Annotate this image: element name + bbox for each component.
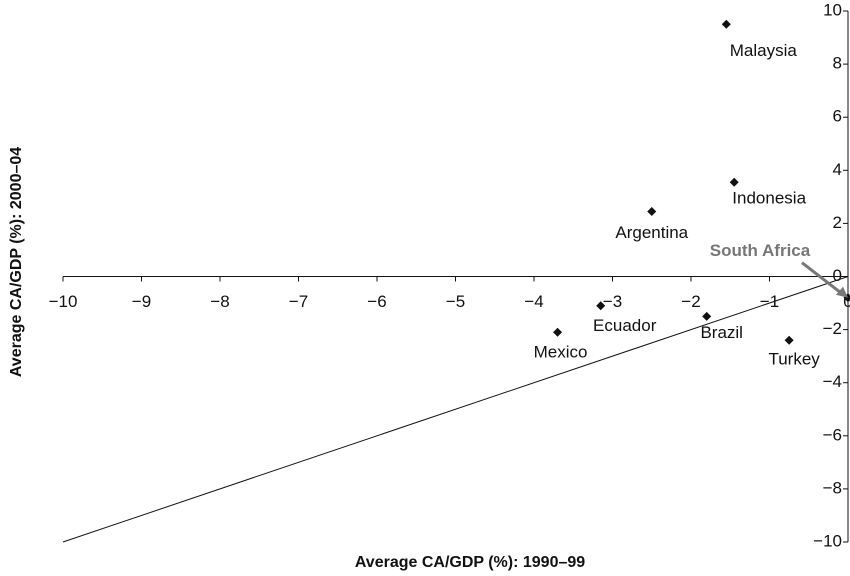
y-tick-label: 4 — [833, 160, 842, 179]
y-tick-label: −8 — [823, 478, 842, 497]
point — [729, 177, 739, 187]
point-label: Ecuador — [593, 316, 657, 335]
point — [553, 327, 563, 337]
point — [702, 311, 712, 321]
point — [596, 301, 606, 311]
x-tick-label: −3 — [603, 292, 622, 311]
y-axis-title: Average CA/GDP (%): 2000–04 — [8, 147, 25, 377]
y-tick-label: −4 — [823, 372, 842, 391]
point-label: Argentina — [615, 223, 688, 242]
y-tick-label: 0 — [833, 266, 842, 285]
point — [647, 206, 657, 216]
point — [784, 335, 794, 345]
y-tick-label: 6 — [833, 107, 842, 126]
x-tick-label: 0 — [843, 292, 850, 311]
arrow — [801, 261, 843, 295]
y-tick-label: 2 — [833, 213, 842, 232]
x-tick-label: −7 — [289, 292, 308, 311]
arrow-head — [836, 286, 848, 298]
y-tick-label: 10 — [823, 0, 842, 19]
point-label: Indonesia — [732, 189, 806, 208]
reference-line — [62, 276, 849, 543]
x-tick-label: −10 — [49, 292, 78, 311]
y-tick-label: −10 — [813, 531, 842, 550]
y-tick-label: 8 — [833, 54, 842, 73]
point-label: Turkey — [768, 350, 820, 369]
x-tick-label: −4 — [524, 292, 543, 311]
point — [721, 19, 731, 29]
point-label: South Africa — [710, 241, 811, 260]
x-tick-label: −6 — [367, 292, 386, 311]
x-tick-label: −8 — [210, 292, 229, 311]
x-axis-title: Average CA/GDP (%): 1990–99 — [355, 554, 585, 571]
x-tick-label: −1 — [760, 292, 779, 311]
x-tick-label: −2 — [681, 292, 700, 311]
point-label: Brazil — [700, 323, 743, 342]
y-tick-label: −6 — [823, 425, 842, 444]
y-tick-label: −2 — [823, 319, 842, 338]
point-label: Malaysia — [730, 41, 798, 60]
x-tick-label: −9 — [132, 292, 151, 311]
point-label: Mexico — [534, 343, 588, 362]
x-tick-label: −5 — [446, 292, 465, 311]
point — [843, 293, 850, 303]
